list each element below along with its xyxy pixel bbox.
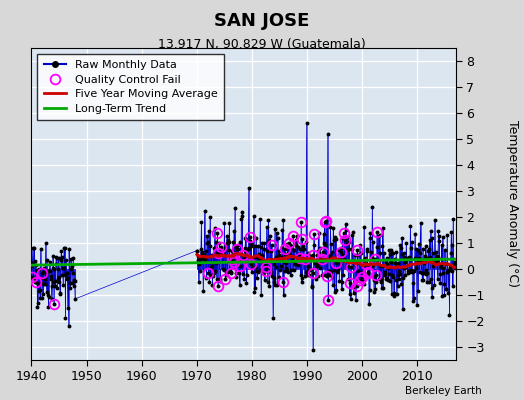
Text: 13.917 N, 90.829 W (Guatemala): 13.917 N, 90.829 W (Guatemala): [158, 38, 366, 51]
Text: SAN JOSE: SAN JOSE: [214, 12, 310, 30]
Y-axis label: Temperature Anomaly (°C): Temperature Anomaly (°C): [506, 120, 519, 288]
Legend: Raw Monthly Data, Quality Control Fail, Five Year Moving Average, Long-Term Tren: Raw Monthly Data, Quality Control Fail, …: [37, 54, 224, 120]
Text: Berkeley Earth: Berkeley Earth: [406, 386, 482, 396]
